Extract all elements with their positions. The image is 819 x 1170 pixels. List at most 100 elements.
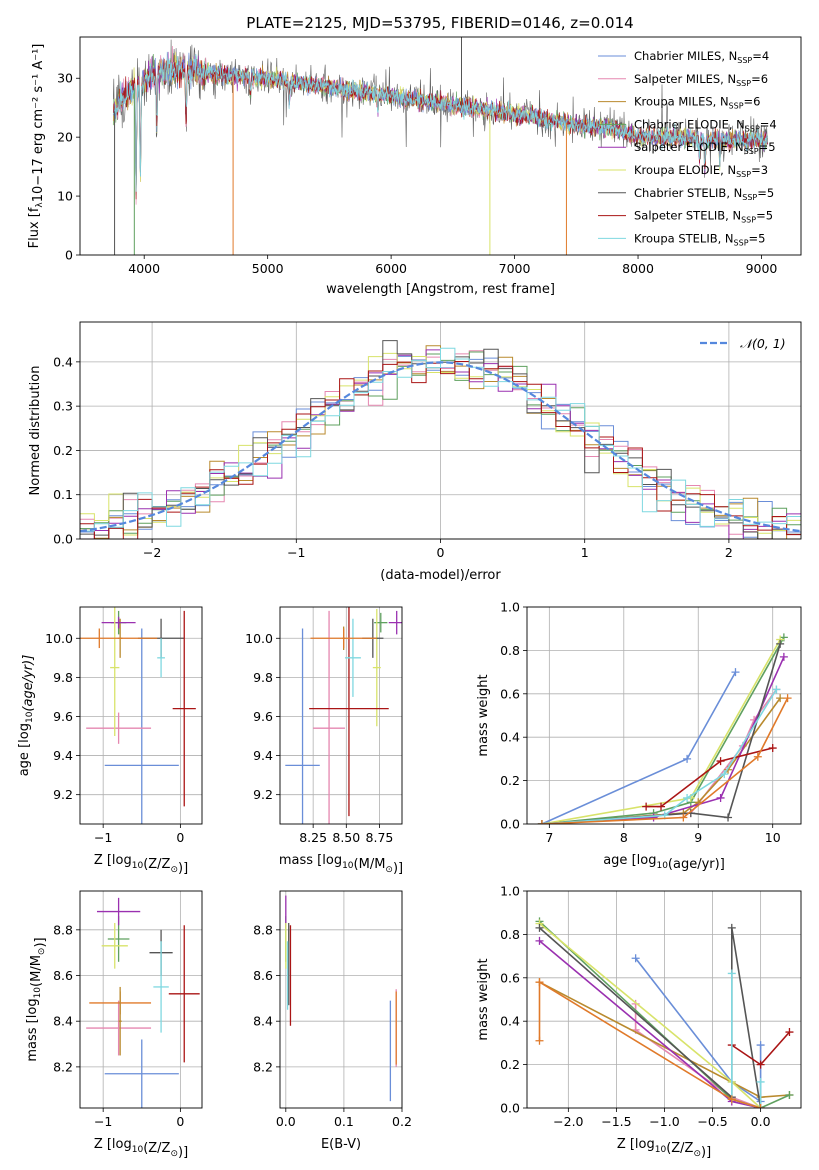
y-tick-label: 10.0 <box>245 631 273 646</box>
x-tick-label: 8 <box>620 830 628 845</box>
x-axis-label: wavelength [Angstrom, rest frame] <box>326 282 555 297</box>
errorbar-point <box>104 628 179 824</box>
weight-marker <box>756 1104 765 1108</box>
x-tick-label: −1 <box>287 545 305 560</box>
errorbar-point <box>101 922 128 969</box>
y-axis-label: mass weight <box>476 958 491 1040</box>
errorbar-point <box>157 638 165 678</box>
y-tick-label: 9.8 <box>53 670 73 685</box>
y-tick-label: 0.0 <box>53 532 73 547</box>
weight-series <box>537 668 740 824</box>
y-tick-label: 30 <box>57 71 73 86</box>
y-tick-label: 0.2 <box>53 443 73 458</box>
legend-label: Chabrier MILES, NSSP=4 <box>634 49 769 65</box>
y-tick-label: 0.1 <box>53 487 73 502</box>
x-tick-label: 10 <box>765 830 781 845</box>
x-tick-label: −1 <box>94 830 112 845</box>
weight-series <box>642 744 777 811</box>
x-tick-label: 5000 <box>252 261 284 276</box>
y-tick-label: 8.2 <box>53 1059 73 1074</box>
weight-marker <box>535 923 544 932</box>
errorbar-point <box>372 608 381 727</box>
x-tick-label: 9 <box>694 830 702 845</box>
spectrum-plot: 4000 5000 6000 7000 8000 9000 0 10 20 30 wavelengt… <box>27 36 802 297</box>
errorbar-point <box>313 610 345 824</box>
errorbar-point <box>86 712 152 744</box>
x-tick-label: 0 <box>437 545 445 560</box>
weight-marker <box>776 639 785 648</box>
weight-marker <box>679 813 688 822</box>
weight-marker <box>785 1090 794 1099</box>
weight-marker <box>631 999 640 1008</box>
x-tick-label: −2 <box>143 545 161 560</box>
x-axis-label: mass [log10(M/M⊙)] <box>279 853 403 876</box>
weight-series <box>535 919 765 1108</box>
weight-marker <box>756 1060 765 1069</box>
x-axis-label: age [log10(age/yr)] <box>603 853 725 872</box>
weight-marker <box>535 978 544 987</box>
metallicity-vs-mass-plot: −1 0 8.2 8.4 8.6 8.8 Z [log10(Z/Z⊙)] mass [log1… <box>25 890 203 1160</box>
x-tick-label: 0.0 <box>751 1114 771 1129</box>
extinction-vs-mass-plot: 0.0 0.1 0.2 8.2 8.4 8.6 8.8 E(B-V) <box>253 890 412 1152</box>
x-tick-label: 6000 <box>375 261 407 276</box>
errorbar-point <box>309 607 389 817</box>
x-tick-label: 7 <box>545 830 553 845</box>
residual-histogram: −2 −1 0 1 2 0.0 0.1 0.2 0.3 0.4 (data-model)/error… <box>28 321 802 583</box>
axes-frame <box>79 890 203 1109</box>
x-tick-label: 8000 <box>622 261 654 276</box>
y-tick-label: 0.0 <box>500 1101 520 1116</box>
spectrum-series <box>112 51 769 192</box>
weight-marker <box>776 694 785 703</box>
errorbar-point <box>172 610 196 807</box>
y-tick-label: 8.8 <box>53 922 73 937</box>
axes-frame <box>526 890 802 1109</box>
y-tick-label: 9.8 <box>253 670 273 685</box>
x-tick-label: −1 <box>94 1114 112 1129</box>
x-tick-label: 0 <box>176 1114 184 1129</box>
y-tick-label: 0.4 <box>53 354 73 369</box>
errorbar-point <box>285 628 320 824</box>
weight-marker <box>724 813 733 822</box>
x-tick-label: 0.2 <box>392 1114 412 1129</box>
y-tick-label: 8.4 <box>53 1014 73 1029</box>
y-tick-label: 9.6 <box>53 709 73 724</box>
weight-line <box>634 1003 761 1108</box>
x-tick-label: 0 <box>176 830 184 845</box>
weight-line <box>634 957 762 1104</box>
x-tick-label: 4000 <box>128 261 160 276</box>
errorbar-point <box>344 618 361 697</box>
x-tick-label: 8.75 <box>366 830 394 845</box>
y-tick-label: 8.6 <box>253 968 273 983</box>
metallicity-vs-mass-weight-plot: −2.0 −1.5 −1.0 −0.5 0.0 0.0 0.2 0.4 0.6 0.8 1.0 Z [… <box>476 884 802 1160</box>
gaussian-curve <box>80 361 801 533</box>
x-tick-label: −1.0 <box>649 1114 679 1129</box>
weight-series <box>535 978 765 1108</box>
metallicity-vs-age-plot: −1 0 9.2 9.4 9.6 9.8 10.0 Z [log10(Z/Z⊙)] age [l… <box>17 606 203 876</box>
y-tick-label: 0.6 <box>500 686 520 701</box>
legend-label: 𝒩(0, 1) <box>740 336 786 351</box>
plot-area <box>80 340 801 539</box>
y-tick-label: 0.8 <box>500 643 520 658</box>
weight-series <box>537 635 785 824</box>
y-tick-label: 10 <box>57 189 73 204</box>
histogram-step <box>80 347 801 539</box>
weight-marker <box>753 752 762 761</box>
x-tick-label: 8.25 <box>299 830 327 845</box>
weight-marker <box>537 820 546 824</box>
weight-line <box>731 973 762 1108</box>
y-tick-label: 0.8 <box>500 927 520 942</box>
x-tick-label: 9000 <box>746 261 778 276</box>
mass-vs-age-plot: 8.25 8.50 8.75 9.2 9.4 9.6 9.8 10.0 mass [log10(… <box>245 606 403 876</box>
weight-line <box>541 639 781 824</box>
weight-marker <box>683 793 692 802</box>
y-tick-label: 0.2 <box>500 1057 520 1072</box>
x-axis-label: Z [log10(Z/Z⊙)] <box>94 1137 188 1160</box>
x-axis-label: E(B-V) <box>321 1137 361 1152</box>
age-vs-mass-weight-plot: 7 8 9 10 0.0 0.2 0.4 0.6 0.8 1.0 age [log10(age/yr… <box>476 600 802 872</box>
errorbar-point <box>310 628 377 649</box>
y-tick-label: 0.3 <box>53 399 73 414</box>
legend-label: Kroupa STELIB, NSSP=5 <box>634 231 765 247</box>
x-tick-label: 8.50 <box>332 830 360 845</box>
weight-marker <box>783 694 792 703</box>
axes-frame <box>79 606 203 825</box>
